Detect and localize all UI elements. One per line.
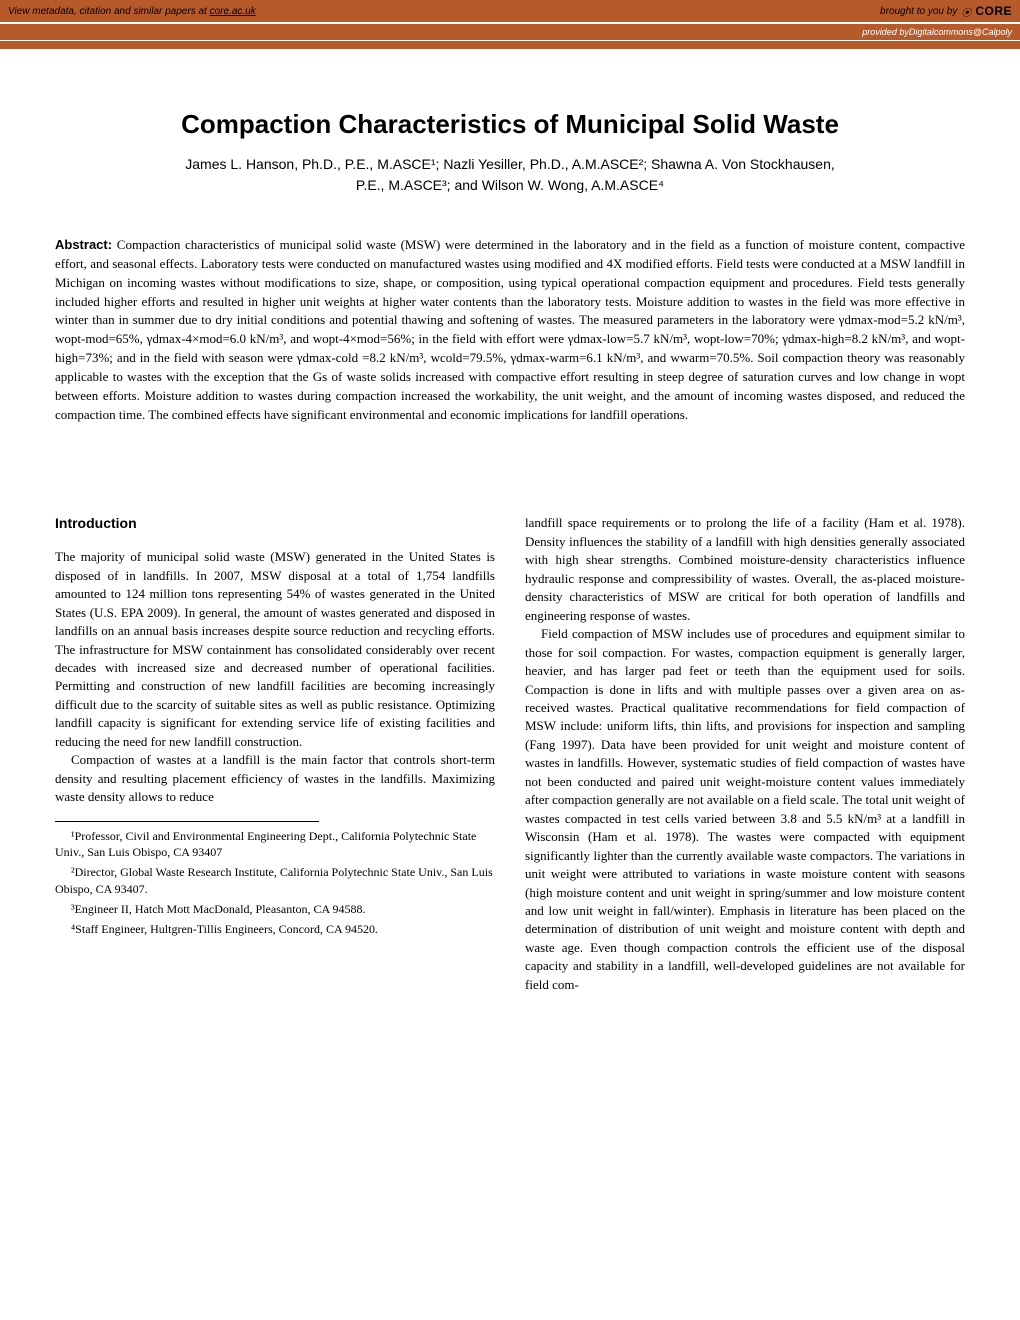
authors-line-1: James L. Hanson, Ph.D., P.E., M.ASCE¹; N… [55, 154, 965, 175]
secondary-banner: provided by Digitalcommons@Calpoly [0, 24, 1020, 40]
left-para-1: The majority of municipal solid waste (M… [55, 548, 495, 751]
abstract-text: Compaction characteristics of municipal … [55, 237, 965, 422]
footnotes-divider [55, 821, 319, 822]
top-banner: View metadata, citation and similar pape… [0, 0, 1020, 22]
right-para-1: landfill space requirements or to prolon… [525, 514, 965, 625]
core-icon: ⦿ [961, 4, 971, 19]
right-para-2: Field compaction of MSW includes use of … [525, 625, 965, 994]
paper-title: Compaction Characteristics of Municipal … [55, 109, 965, 140]
orange-bar [0, 41, 1020, 49]
left-para-2: Compaction of wastes at a landfill is th… [55, 751, 495, 806]
introduction-heading: Introduction [55, 514, 495, 534]
abstract-label: Abstract: [55, 237, 112, 252]
banner-left: View metadata, citation and similar pape… [8, 6, 256, 17]
banner-right-text: brought to you by [880, 6, 957, 17]
authors: James L. Hanson, Ph.D., P.E., M.ASCE¹; N… [55, 154, 965, 196]
banner-left-text: View metadata, citation and similar pape… [8, 6, 210, 17]
footnote-4: ⁴Staff Engineer, Hultgren-Tillis Enginee… [55, 921, 495, 938]
footnote-2: ²Director, Global Waste Research Institu… [55, 864, 495, 898]
banner-core-link[interactable]: core.ac.uk [210, 6, 256, 17]
banner-source[interactable]: Digitalcommons@Calpoly [909, 27, 1012, 37]
right-column: landfill space requirements or to prolon… [525, 514, 965, 994]
banner-right: brought to you by ⦿ CORE [880, 4, 1012, 19]
page-content: Compaction Characteristics of Municipal … [0, 49, 1020, 1034]
provided-by-text: provided by [862, 27, 909, 37]
footnote-3: ³Engineer II, Hatch Mott MacDonald, Plea… [55, 901, 495, 918]
core-badge: CORE [975, 4, 1012, 18]
abstract-block: Abstract: Compaction characteristics of … [55, 236, 965, 424]
left-column: Introduction The majority of municipal s… [55, 514, 495, 994]
footnote-1: ¹Professor, Civil and Environmental Engi… [55, 828, 495, 862]
authors-line-2: P.E., M.ASCE³; and Wilson W. Wong, A.M.A… [55, 175, 965, 196]
two-column-body: Introduction The majority of municipal s… [55, 514, 965, 994]
